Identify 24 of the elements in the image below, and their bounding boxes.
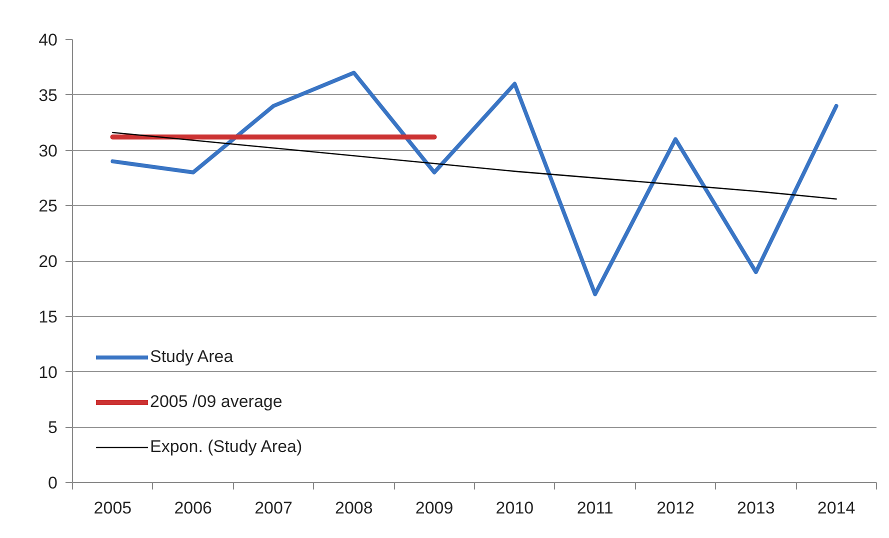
y-tick-label: 0 [48, 474, 58, 492]
y-tick-label: 35 [38, 86, 58, 105]
y-tick-label: 5 [48, 418, 58, 438]
y-tick-label: 25 [38, 196, 58, 216]
x-tick-label: 2008 [334, 498, 373, 518]
x-tick-label: 2013 [736, 498, 775, 518]
line-series [110, 70, 838, 296]
y-tick-label: 40 [38, 30, 58, 50]
x-tick-label: 2012 [656, 498, 694, 518]
line-series [112, 132, 837, 200]
legend-label: Study Area [150, 346, 234, 368]
y-tick-label: 10 [38, 362, 58, 382]
y-tick-label: 30 [38, 141, 58, 160]
legend-label: 2005 /09 average [150, 391, 282, 413]
x-tick-label: 2010 [496, 498, 534, 518]
x-tick-label: 2011 [576, 498, 614, 518]
y-tick-label: 20 [38, 252, 58, 271]
x-tick-label: 2007 [254, 498, 292, 518]
legend-label: Expon. (Study Area) [150, 436, 302, 458]
x-tick-label: 2006 [174, 498, 212, 518]
x-tick-label: 2009 [415, 498, 454, 518]
y-tick-label: 15 [38, 307, 58, 326]
x-tick-label: 2005 [94, 498, 132, 518]
x-tick-label: 2014 [817, 498, 856, 518]
